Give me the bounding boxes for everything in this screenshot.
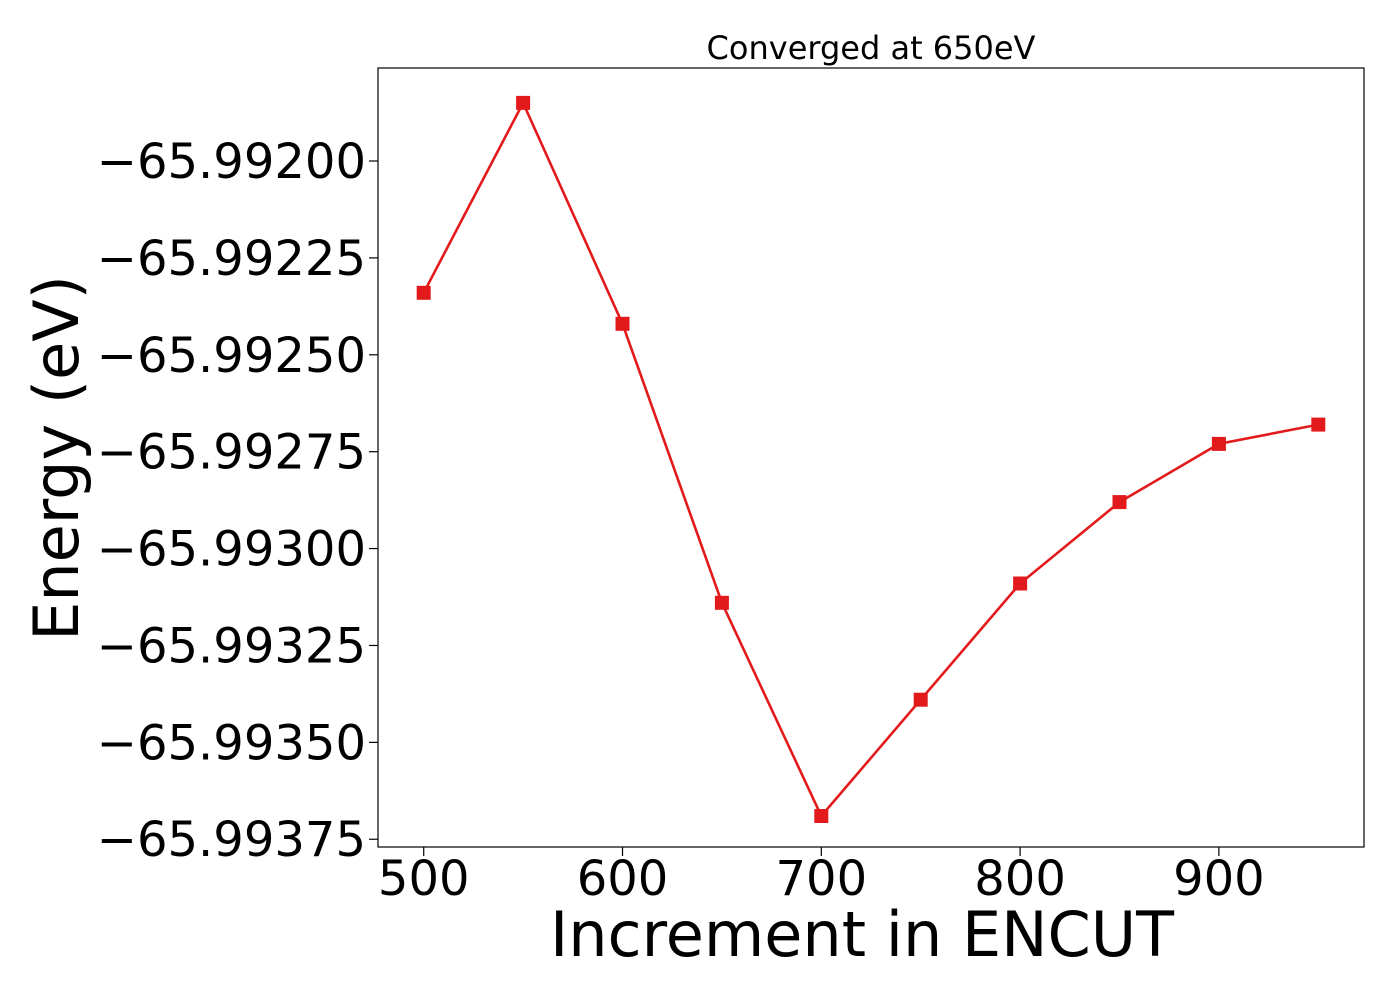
y-axis-ticks: −65.99200 −65.99225 −65.99250 −65.99275 −65.… xyxy=(97,134,378,868)
x-tick-label: 500 xyxy=(378,851,470,907)
data-point-marker xyxy=(1311,417,1326,432)
data-point-marker xyxy=(1112,495,1127,510)
data-point-marker xyxy=(416,285,431,300)
y-tick-label: −65.99375 xyxy=(97,812,366,868)
y-tick-label: −65.99225 xyxy=(97,231,366,287)
y-tick-label: −65.99325 xyxy=(97,618,366,674)
x-axis-label: Increment in ENCUT xyxy=(550,898,1175,971)
y-tick-label: −65.99350 xyxy=(97,715,366,771)
data-point-marker xyxy=(1211,436,1226,451)
x-tick-label: 600 xyxy=(577,851,669,907)
data-point-marker xyxy=(714,595,729,610)
x-axis-ticks: 500 600 700 800 900 xyxy=(378,847,1265,907)
plot-area-frame xyxy=(377,67,1365,848)
y-tick-label: −65.99275 xyxy=(97,425,366,481)
data-point-marker xyxy=(913,692,928,707)
series-line xyxy=(422,99,1319,819)
data-point-marker xyxy=(615,316,630,331)
x-tick-label: 700 xyxy=(775,851,867,907)
data-point-marker xyxy=(814,809,829,823)
x-tick-label: 800 xyxy=(974,851,1066,907)
chart-title: Converged at 650eV xyxy=(707,29,1036,67)
y-tick-label: −65.99300 xyxy=(97,522,366,578)
series-layer xyxy=(416,95,1326,823)
y-axis-label: Energy (eV) xyxy=(20,275,93,641)
y-tick-label: −65.99200 xyxy=(97,134,366,190)
x-tick-label: 900 xyxy=(1173,851,1265,907)
data-point-marker xyxy=(516,95,531,110)
y-tick-label: −65.99250 xyxy=(97,328,366,384)
data-point-marker xyxy=(1013,576,1028,591)
